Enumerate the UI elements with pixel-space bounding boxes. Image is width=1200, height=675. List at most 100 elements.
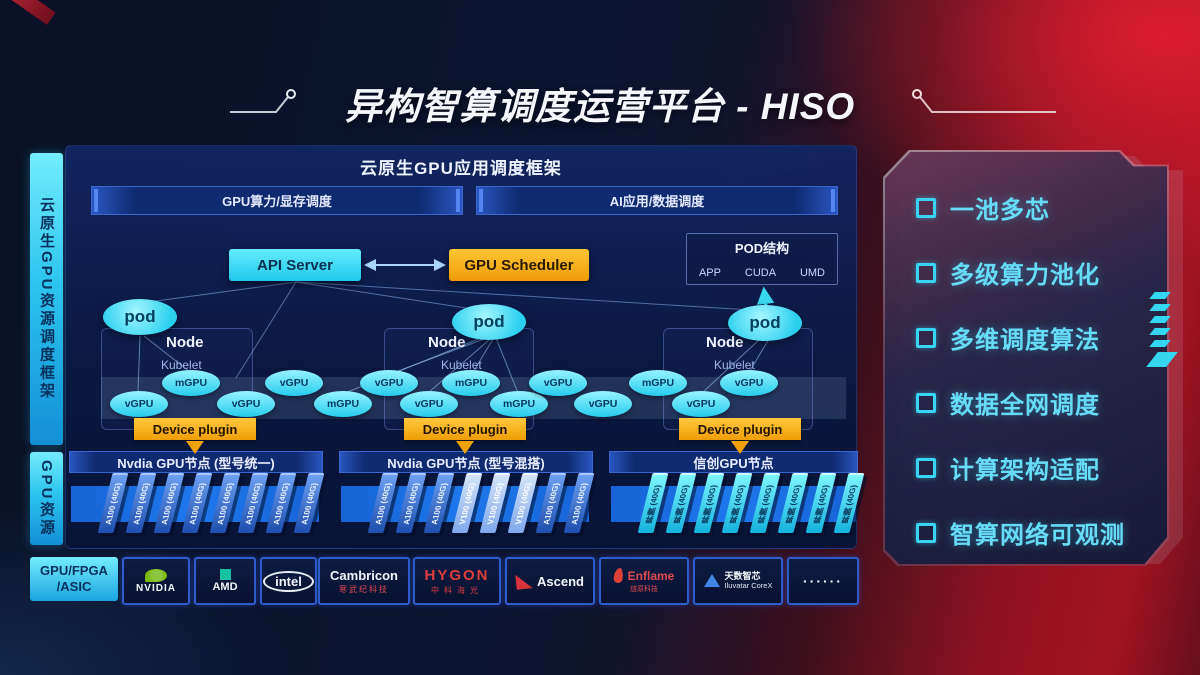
vendor-enflame: Enflame 燧原科技 xyxy=(599,557,689,605)
feature-item: 多维调度算法 xyxy=(916,320,1156,355)
connection-lines xyxy=(137,259,775,394)
hazard-stripes-decoration xyxy=(1146,292,1178,367)
node-label: Node xyxy=(428,334,466,351)
gpu-instance-mgpu: mGPU xyxy=(442,370,500,396)
pod-structure-item-app: APP xyxy=(698,267,721,279)
gpu-instance-mgpu: mGPU xyxy=(314,391,372,417)
chip-types-label: GPU/FPGA /ASIC xyxy=(30,557,118,601)
down-arrow-icon xyxy=(456,441,474,454)
feature-item: 计算架构适配 xyxy=(916,450,1156,485)
nvidia-logo-icon xyxy=(145,568,167,582)
pod-ellipse: pod xyxy=(452,304,526,340)
framework-header: 云原生GPU应用调度框架 xyxy=(360,159,562,178)
feature-label: 多维调度算法 xyxy=(950,327,1100,354)
gpu-group-header-mixed: Nvdia GPU节点 (型号混搭) xyxy=(339,451,593,473)
ascend-logo-icon xyxy=(515,572,533,590)
device-plugin-box: Device plugin xyxy=(134,418,256,440)
vendor-name: NVIDIA xyxy=(136,582,176,594)
gpu-instance-vgpu: vGPU xyxy=(720,370,778,396)
feature-panel-inner xyxy=(885,152,1167,564)
page-title: 异构智算调度运营平台 - HISO xyxy=(344,86,856,127)
chip-types-line2: /ASIC xyxy=(56,579,92,594)
vendor-cambricon: Cambricon 寒武纪科技 xyxy=(318,557,410,605)
gpu-instance-mgpu: mGPU xyxy=(629,370,687,396)
architecture-panel: 云原生GPU应用调度框架 GPU算力/显存调度 AI应用/数据调度 xyxy=(65,145,865,549)
checkbox-bullet-icon xyxy=(916,522,936,543)
gpu-instance-vgpu: vGPU xyxy=(574,391,632,417)
pod-structure-item-cuda: CUDA xyxy=(744,267,777,279)
feature-label: 多级算力池化 xyxy=(950,262,1100,289)
vendor-name: 天数智芯 xyxy=(724,570,761,581)
device-plugin-box: Device plugin xyxy=(404,418,526,440)
node-label: Node xyxy=(166,334,204,351)
circuit-decoration-right xyxy=(912,89,1056,113)
pod-ellipse: pod xyxy=(103,299,177,335)
feature-label: 智算网络可观测 xyxy=(950,522,1125,549)
gpu-instance-vgpu: vGPU xyxy=(360,370,418,396)
feature-list: 一池多芯多级算力池化 多维调度算法 数据全网调度 计算架构适配 智算网络可观测 xyxy=(916,190,1156,550)
pod-ellipse: pod xyxy=(728,305,802,341)
pod-structure-title: POD结构 xyxy=(734,241,790,256)
gpu-group-header-xinchuang: 信创GPU节点 xyxy=(609,451,858,473)
vendor-name: Cambricon xyxy=(330,567,398,583)
vendor-more: ······ xyxy=(787,557,859,605)
subbar-gpu-compute-scheduling: GPU算力/显存调度 xyxy=(91,186,463,215)
sidebar-label-gpu-resources: GPU资源 xyxy=(30,452,63,545)
vendor-ascend: Ascend xyxy=(505,557,595,605)
feature-item: 一池多芯 xyxy=(916,190,1156,225)
vendor-name: ······ xyxy=(803,573,843,589)
iluvatar-logo-icon xyxy=(703,574,720,588)
pod-structure-box: POD结构 APP CUDA UMD xyxy=(686,233,838,285)
gpu-instance-vgpu: vGPU xyxy=(217,391,275,417)
feature-item: 智算网络可观测 xyxy=(916,515,1156,550)
feature-label: 计算架构适配 xyxy=(950,457,1100,484)
down-arrow-icon xyxy=(186,441,204,454)
checkbox-bullet-icon xyxy=(916,457,936,478)
api-server-box: API Server xyxy=(229,249,361,281)
node-label: Node xyxy=(706,334,744,351)
enflame-logo-icon xyxy=(612,567,624,584)
feature-label: 一池多芯 xyxy=(950,197,1050,224)
vendor-iluvatar: 天数智芯 Iluvatar CoreX xyxy=(693,557,783,605)
checkbox-bullet-icon xyxy=(916,262,936,283)
vendor-intel: intel xyxy=(260,557,317,605)
checkbox-bullet-icon xyxy=(916,327,936,348)
kubelet-label: Kubelet xyxy=(441,358,482,372)
gpu-instance-vgpu: vGPU xyxy=(400,391,458,417)
amd-logo-icon xyxy=(219,569,231,580)
down-arrow-icon xyxy=(731,441,749,454)
gpu-scheduler-box: GPU Scheduler xyxy=(449,249,589,281)
vendor-amd: AMD xyxy=(194,557,256,605)
gpu-instance-vgpu: vGPU xyxy=(110,391,168,417)
checkbox-bullet-icon xyxy=(916,197,936,218)
gpu-instance-vgpu: vGPU xyxy=(672,391,730,417)
subbar-ai-data-scheduling: AI应用/数据调度 xyxy=(476,186,838,215)
device-plugin-box: Device plugin xyxy=(679,418,801,440)
vendor-subname: 中科海光 xyxy=(431,585,483,595)
vendor-subname: 燧原科技 xyxy=(630,586,658,593)
feature-item: 多级算力池化 xyxy=(916,255,1156,290)
vendor-name: HYGON xyxy=(424,566,490,584)
kubelet-label: Kubelet xyxy=(714,358,755,372)
feature-item: 数据全网调度 xyxy=(916,385,1156,420)
vendor-nvidia: NVIDIA xyxy=(122,557,190,605)
vendor-name: AMD xyxy=(212,581,238,593)
feature-panel xyxy=(883,150,1169,566)
checkbox-bullet-icon xyxy=(916,392,936,413)
pod-structure-item-umd: UMD xyxy=(799,267,826,279)
gpu-instance-vgpu: vGPU xyxy=(529,370,587,396)
corner-streak-decoration xyxy=(0,0,56,25)
sidebar-label-scheduling-framework: 云原生GPU资源调度框架 xyxy=(30,153,63,445)
vendor-name: intel xyxy=(263,570,314,592)
gpu-group-header-uniform: Nvdia GPU节点 (型号统一) xyxy=(69,451,323,473)
gpu-instance-vgpu: vGPU xyxy=(265,370,323,396)
gpu-instance-mgpu: mGPU xyxy=(490,391,548,417)
vendor-name: Ascend xyxy=(537,573,584,589)
sidebar-label-text: GPU资源 xyxy=(38,459,55,538)
vendor-subname: Iluvatar CoreX xyxy=(724,580,773,590)
chip-types-line1: GPU/FPGA xyxy=(40,562,108,578)
circuit-decoration-left xyxy=(230,89,296,113)
vendor-hygon: HYGON 中科海光 xyxy=(413,557,501,605)
feature-label: 数据全网调度 xyxy=(950,392,1100,419)
